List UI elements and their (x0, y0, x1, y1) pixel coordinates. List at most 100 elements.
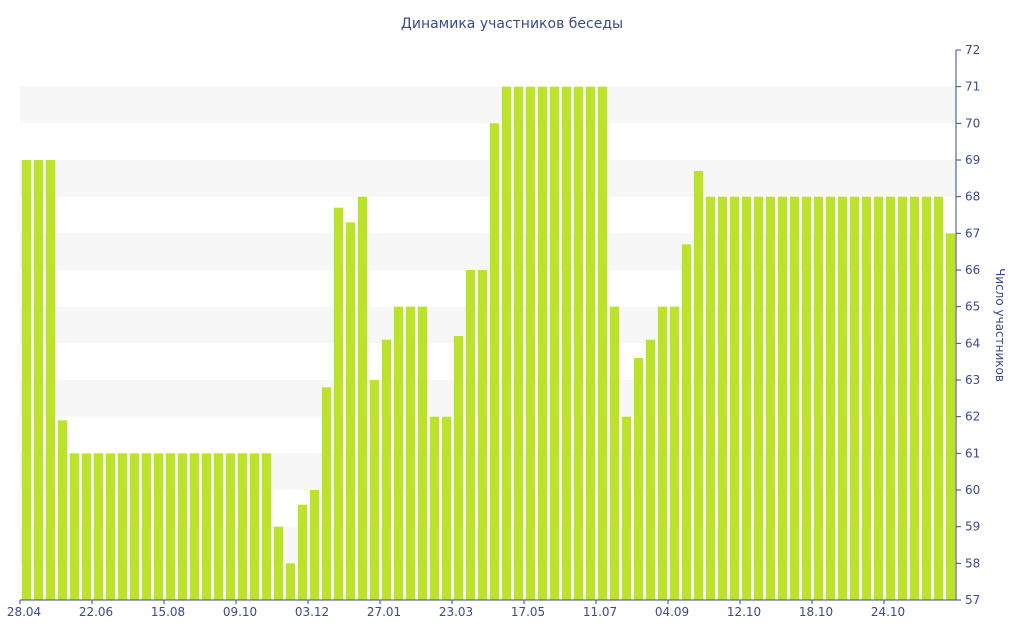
bar (825, 196, 836, 601)
y-tick-label: 66 (965, 263, 980, 277)
bar (645, 339, 656, 600)
bar (117, 453, 128, 600)
bar (765, 196, 776, 601)
grid-band (20, 233, 956, 270)
x-tick-label: 17.05 (511, 605, 545, 619)
bar (705, 196, 716, 601)
bar (525, 86, 536, 601)
bar (33, 160, 44, 600)
y-tick-label: 68 (965, 190, 980, 204)
bar (177, 453, 188, 600)
bar (261, 453, 272, 600)
x-tick-label: 09.10 (223, 605, 257, 619)
bar (297, 504, 308, 600)
bar (549, 86, 560, 601)
x-tick-label: 04.09 (655, 605, 689, 619)
bar (453, 336, 464, 600)
bar (237, 453, 248, 600)
x-tick-label: 12.10 (727, 605, 761, 619)
bar (657, 306, 668, 600)
bar (885, 196, 896, 601)
bar (21, 160, 32, 600)
bar (141, 453, 152, 600)
bar (585, 86, 596, 601)
bar (753, 196, 764, 601)
bar (633, 358, 644, 600)
bar (465, 270, 476, 600)
chart-title: Динамика участников беседы (401, 16, 623, 32)
bar (537, 86, 548, 601)
bar (921, 196, 932, 601)
bar (789, 196, 800, 601)
bar (93, 453, 104, 600)
bar (129, 453, 140, 600)
grid-bands (20, 86, 956, 564)
x-tick-label: 28.04 (7, 605, 41, 619)
y-tick-label: 69 (965, 153, 980, 167)
bar (693, 171, 704, 600)
bar (45, 160, 56, 600)
y-tick-label: 64 (965, 336, 980, 350)
grid-band (20, 86, 956, 124)
x-tick-label: 03.12 (295, 605, 329, 619)
bar (405, 306, 416, 600)
y-tick-label: 58 (965, 556, 980, 570)
bar (441, 416, 452, 600)
bar (429, 416, 440, 600)
y-tick-label: 61 (965, 446, 980, 460)
bar (897, 196, 908, 601)
grid-band (20, 380, 956, 417)
x-axis-ticks: 28.04 22.06 15.08 09.10 03.12 27.01 23.03 17.05… (7, 600, 905, 619)
x-tick-label: 18.10 (799, 605, 833, 619)
bar (501, 86, 512, 601)
y-tick-label: 72 (965, 43, 980, 57)
bar (741, 196, 752, 601)
x-tick-label: 22.06 (79, 605, 113, 619)
bar (477, 270, 488, 600)
grid-band (20, 526, 956, 564)
y-tick-label: 59 (965, 520, 980, 534)
bar (381, 339, 392, 600)
x-tick-label: 27.01 (367, 605, 401, 619)
x-tick-label: 23.03 (439, 605, 473, 619)
y-tick-label: 71 (965, 80, 980, 94)
bar (597, 86, 608, 601)
grid-band (20, 306, 956, 344)
y-tick-label: 65 (965, 300, 980, 314)
bar (717, 196, 728, 601)
y-tick-label: 70 (965, 116, 980, 130)
bar (561, 86, 572, 601)
y-tick-label: 60 (965, 483, 980, 497)
bar (357, 196, 368, 601)
bar (609, 306, 620, 600)
bar (933, 196, 944, 601)
grid-band (20, 453, 956, 490)
bar (309, 490, 320, 600)
bar (285, 563, 296, 600)
bar (69, 453, 80, 600)
bar (105, 453, 116, 600)
bar (849, 196, 860, 601)
bar (333, 207, 344, 601)
y-axis-ticks: 57 58 59 60 61 62 63 64 65 66 67 68 69 70 71 72 (956, 43, 980, 607)
bar (861, 196, 872, 601)
x-tick-label: 24.10 (871, 605, 905, 619)
bar (201, 453, 212, 600)
bar (945, 233, 956, 600)
bar (621, 416, 632, 600)
x-tick-label: 15.08 (151, 605, 185, 619)
bar (909, 196, 920, 601)
bar (345, 222, 356, 600)
bar (57, 420, 68, 600)
bar (393, 306, 404, 600)
y-tick-label: 67 (965, 226, 980, 240)
bar (189, 453, 200, 600)
bar (165, 453, 176, 600)
bar (369, 380, 380, 600)
y-tick-label: 63 (965, 373, 980, 387)
bar (813, 196, 824, 601)
x-tick-label: 11.07 (583, 605, 617, 619)
bar (417, 306, 428, 600)
